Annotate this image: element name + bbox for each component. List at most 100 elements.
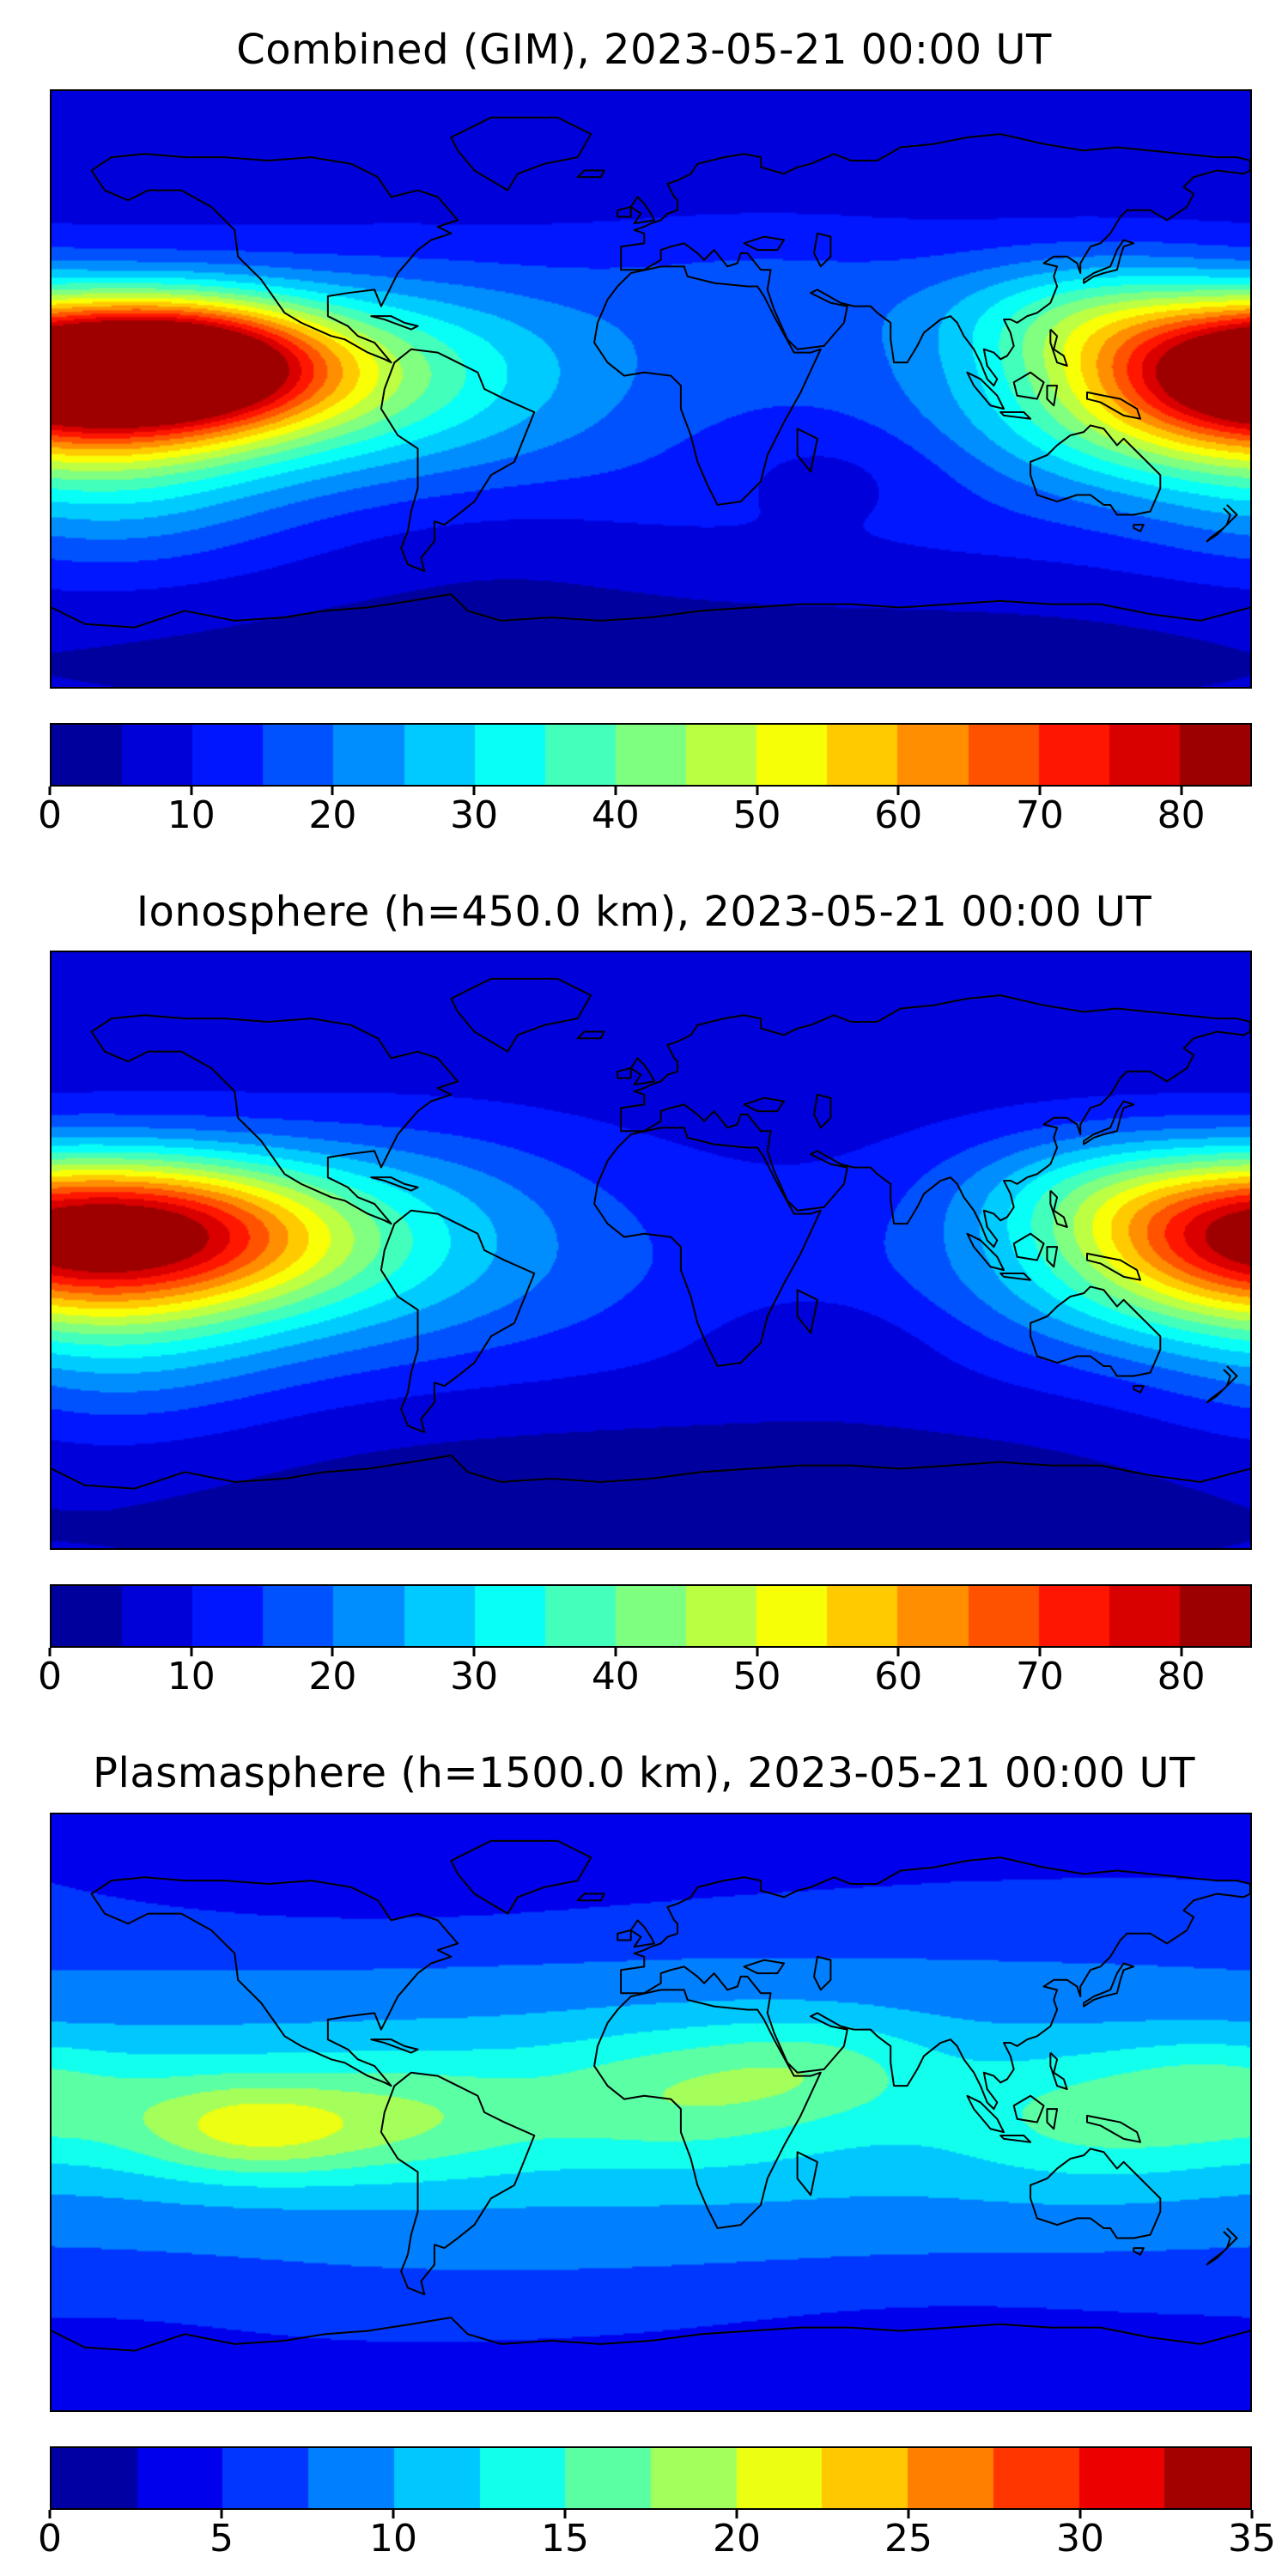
coastline-path xyxy=(52,1455,1250,1489)
coastline-path xyxy=(967,1234,1004,1270)
colorbar-tick-mark xyxy=(896,786,900,795)
coastline-path xyxy=(92,1015,459,1224)
colorbar-tick-mark xyxy=(472,786,476,795)
coastline-path xyxy=(798,2152,817,2195)
colorbar-tick-mark xyxy=(756,1648,759,1657)
colorbar-frame-ionosphere xyxy=(50,1584,1252,1649)
coastlines-overlay xyxy=(52,91,1250,687)
coastline-path xyxy=(1030,425,1160,514)
coastline-path xyxy=(814,233,830,266)
coastline-path xyxy=(92,1877,459,2086)
colorbar-tick-label: 60 xyxy=(874,1655,923,1699)
colorbar-tick-mark xyxy=(1038,786,1042,795)
coastline-path xyxy=(1207,505,1237,541)
coastline-path xyxy=(1047,386,1057,405)
colorbar-ticks-combined: 0 10 20 30 40 50 60 70 80 xyxy=(38,786,1252,838)
colorbar-tick-mark xyxy=(614,1648,617,1657)
coastline-path xyxy=(92,154,459,362)
colorbar-tick-label: 70 xyxy=(1015,1655,1064,1699)
colorbar-tick-mark xyxy=(896,1648,900,1657)
coastline-path xyxy=(371,2039,417,2052)
coastline-path xyxy=(814,1095,830,1128)
colorbar-tick-label: 20 xyxy=(308,1655,357,1699)
coastline-path xyxy=(967,372,1004,408)
coastline-path xyxy=(381,1211,534,1432)
coastline-path xyxy=(744,236,785,249)
map-frame-combined xyxy=(50,88,1252,689)
coastline-path xyxy=(451,979,591,1052)
colorbar-tick-mark xyxy=(1180,786,1183,795)
colorbar-tick-mark xyxy=(48,2509,52,2518)
colorbar-tick-mark xyxy=(756,786,759,795)
coastline-path xyxy=(1087,1254,1140,1280)
coastline-path xyxy=(1087,392,1140,418)
coastline-path xyxy=(1000,1273,1030,1280)
colorbar-tick-mark xyxy=(48,786,52,795)
coastline-path xyxy=(967,2096,1004,2132)
colorbar-frame-plasmasphere xyxy=(50,2445,1252,2510)
colorbar-tick-mark xyxy=(190,1648,193,1657)
colorbar-tick-mark xyxy=(331,1648,334,1657)
coastline-path xyxy=(1000,2136,1030,2142)
colorbar-tick-label: 10 xyxy=(167,1655,216,1699)
map-frame-plasmasphere xyxy=(50,1812,1252,2412)
colorbar-tick-label: 0 xyxy=(38,793,62,837)
colorbar-combined xyxy=(52,724,1250,785)
colorbar-tick-label: 0 xyxy=(38,2516,62,2561)
colorbar-tick-label: 30 xyxy=(1055,2516,1104,2561)
coastline-path xyxy=(744,1098,785,1111)
coastline-path xyxy=(631,1059,654,1085)
coastline-path xyxy=(617,207,631,217)
coastline-path xyxy=(1014,372,1044,398)
coastline-path xyxy=(1207,2228,1237,2264)
map-combined-gim xyxy=(52,90,1250,687)
coastline-path xyxy=(594,1990,821,2228)
coastline-path xyxy=(594,266,821,505)
colorbar-tick-label: 30 xyxy=(450,793,499,837)
coastline-path xyxy=(1014,2096,1044,2123)
coastline-path xyxy=(617,1068,631,1078)
colorbar-plasmasphere xyxy=(52,2447,1250,2508)
colorbar-tick-label: 15 xyxy=(540,2516,589,2561)
panel-plasmasphere: Plasmasphere (h=1500.0 km), 2023-05-21 0… xyxy=(0,1749,1288,2561)
panel-title-combined: Combined (GIM), 2023-05-21 00:00 UT xyxy=(236,26,1052,74)
coastline-path xyxy=(798,1290,817,1333)
colorbar-tick-mark xyxy=(48,1648,52,1657)
colorbar-tick-label: 80 xyxy=(1157,793,1206,837)
colorbar-tick-label: 10 xyxy=(167,793,216,837)
coastline-path xyxy=(381,349,534,570)
colorbar-ticks-plasmasphere: 0 5 10 15 20 25 30 35 xyxy=(38,2509,1276,2561)
coastline-path xyxy=(1030,2148,1160,2238)
coastline-path xyxy=(631,1920,654,1947)
coastline-path xyxy=(578,1893,605,1900)
coastline-path xyxy=(1050,2052,1066,2088)
coastline-path xyxy=(52,2318,1250,2351)
coastline-path xyxy=(621,995,1250,1247)
colorbar-tick-label: 60 xyxy=(874,793,923,837)
coastline-path xyxy=(621,134,1250,386)
coastline-path xyxy=(578,1032,605,1039)
coastline-path xyxy=(451,117,591,190)
coastline-path xyxy=(1087,2116,1140,2142)
coastline-path xyxy=(1084,1102,1133,1145)
coastline-path xyxy=(1000,412,1030,419)
coastline-path xyxy=(798,428,817,471)
colorbar-tick-mark xyxy=(563,2509,567,2518)
coastline-path xyxy=(1084,240,1133,283)
colorbar-tick-mark xyxy=(1078,2509,1082,2518)
colorbar-tick-label: 80 xyxy=(1157,1655,1206,1699)
coastline-path xyxy=(381,2073,534,2294)
colorbar-tick-label: 10 xyxy=(368,2516,417,2561)
colorbar-tick-label: 70 xyxy=(1015,793,1064,837)
colorbar-tick-mark xyxy=(1180,1648,1183,1657)
coastline-path xyxy=(1030,1287,1160,1376)
coastline-path xyxy=(578,170,605,177)
colorbar-tick-mark xyxy=(190,786,193,795)
coastline-path xyxy=(1207,1366,1237,1402)
colorbar-tick-label: 5 xyxy=(210,2516,234,2561)
colorbar-ionosphere xyxy=(52,1586,1250,1647)
coastline-path xyxy=(451,1841,591,1914)
coastlines-overlay xyxy=(52,952,1250,1548)
coastline-path xyxy=(1047,1247,1057,1267)
